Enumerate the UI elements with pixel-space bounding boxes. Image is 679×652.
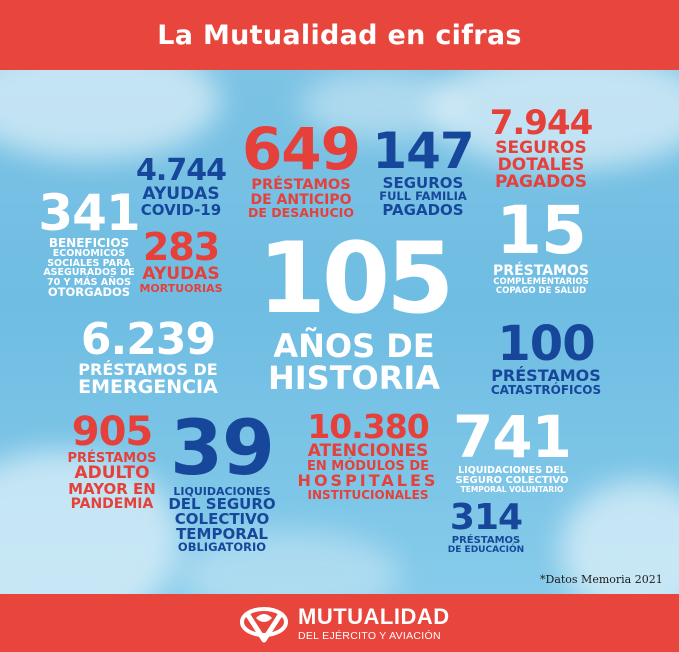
stat-dotales: 7.944 SEGUROS DOTALES PAGADOS	[484, 106, 598, 191]
stat-label: FULL FAMILIA	[379, 189, 467, 203]
stat-label: OTORGADOS	[47, 285, 131, 299]
stat-adulto-mayor: 905 PRÉSTAMOS ADULTO MAYOR EN PANDEMIA	[60, 412, 164, 511]
stat-label: DEL SEGURO	[168, 495, 276, 513]
stat-label: SEGURO COLECTIVO	[455, 474, 569, 486]
stat-number: 147	[372, 122, 474, 180]
brand-logo: MUTUALIDAD DEL EJÉRCITO Y AVIACIÓN	[238, 602, 450, 646]
stat-label: DOTALES	[497, 155, 585, 175]
stat-label: COLECTIVO	[174, 510, 270, 528]
brand-subtitle: DEL EJÉRCITO Y AVIACIÓN	[298, 630, 441, 643]
stat-full-familia: 147 SEGUROS FULL FAMILIA PAGADOS	[366, 126, 480, 218]
stat-number: 39	[170, 403, 275, 492]
footer-bar	[0, 594, 679, 652]
page-title: La Mutualidad en cifras	[157, 19, 522, 51]
stat-number: 341	[38, 184, 140, 242]
stat-label: DE EDUCACIÓN	[447, 545, 525, 555]
stat-label: SOCIALES PARA	[47, 257, 131, 269]
stat-label: ASEGURADOS DE	[43, 267, 135, 278]
stat-atenciones: 10.380 ATENCIONES EN MÓDULOS DE HOSPITAL…	[288, 410, 448, 501]
stat-label: MORTUORIAS	[139, 282, 223, 295]
stat-number: 905	[71, 409, 154, 455]
stat-label: ADULTO	[74, 463, 150, 483]
stat-label: ECONÓMICOS	[52, 248, 126, 259]
stat-emergencia: 6.239 PRÉSTAMOS DE EMERGENCIA	[62, 318, 234, 397]
stat-number: 314	[449, 497, 523, 538]
header-bar: La Mutualidad en cifras	[0, 0, 679, 70]
stat-label: BENEFICIOS	[48, 236, 130, 250]
stat-label: SEGUROS	[382, 174, 464, 192]
stat-catastroficos: 100 PRÉSTAMOS CATASTRÓFICOS	[478, 320, 614, 396]
source-note: *Datos Memoria 2021	[540, 573, 663, 586]
stat-label: DE DESAHUCIO	[248, 204, 354, 220]
stat-number: 741	[452, 403, 572, 471]
stat-label: MAYOR EN	[68, 480, 156, 498]
stat-label: PRÉSTAMOS	[493, 263, 589, 279]
stat-label: OBLIGATORIO	[177, 540, 267, 554]
stat-label: AÑOS DE	[273, 327, 435, 365]
stat-covid: 4.744 AYUDAS COVID-19	[128, 156, 234, 218]
stat-label: PAGADOS	[382, 200, 464, 219]
brand-name: MUTUALIDAD	[298, 604, 450, 630]
stat-label: HISTORIA	[267, 359, 441, 397]
stat-colectivo-voluntario: 741 LIQUIDACIONES DEL SEGURO COLECTIVO T…	[444, 408, 580, 493]
stat-label: EMERGENCIA	[78, 376, 218, 398]
stat-label: DE ANTICIPO	[250, 191, 352, 208]
stat-label: PRÉSTAMOS	[251, 177, 351, 193]
stat-number: 105	[257, 222, 455, 336]
stat-label: PRÉSTAMOS	[451, 535, 521, 546]
stat-number: 7.944	[489, 103, 594, 143]
stat-label: TEMPORAL	[176, 525, 268, 543]
mutualidad-logo-icon	[240, 607, 288, 643]
stat-number: 15	[496, 192, 587, 269]
stat-label: LIQUIDACIONES DEL	[458, 465, 566, 476]
stat-label: CATASTRÓFICOS	[490, 383, 602, 397]
stat-label: EN MÓDULOS DE	[306, 459, 430, 474]
stat-label: ATENCIONES	[307, 441, 429, 461]
stat-anticipo: 649 PRÉSTAMOS DE ANTICIPO DE DESAHUCIO	[232, 120, 370, 219]
stat-label: COPAGO DE SALUD	[495, 285, 587, 296]
stat-label: INSTITUCIONALES	[307, 488, 429, 502]
stat-label: AYUDAS	[142, 264, 220, 284]
stat-label: TEMPORAL VOLUNTARIO	[460, 484, 564, 494]
stat-label: PRÉSTAMOS DE	[78, 360, 218, 379]
stat-label: COMPLEMENTARIOS	[493, 277, 589, 287]
stat-number: 10.380	[307, 407, 429, 446]
sky-background	[0, 70, 679, 594]
stat-complementarios: 15 PRÉSTAMOS COMPLEMENTARIOS COPAGO DE S…	[480, 198, 602, 295]
stat-historia: 105 AÑOS DE HISTORIA	[234, 230, 474, 394]
stat-colectivo-obligatorio: 39 LIQUIDACIONES DEL SEGURO COLECTIVO TE…	[160, 410, 284, 554]
stat-label: COVID-19	[140, 201, 222, 219]
stat-label: AYUDAS	[142, 184, 220, 204]
stat-beneficios: 341 BENEFICIOS ECONÓMICOS SOCIALES PARA …	[26, 188, 152, 299]
stat-label: PAGADOS	[495, 172, 587, 192]
stat-number: 100	[497, 316, 595, 372]
stat-number: 649	[241, 115, 361, 183]
stat-label: PRÉSTAMOS	[67, 451, 157, 466]
stat-number: 6.239	[80, 314, 216, 365]
stat-label: SEGUROS	[495, 138, 587, 158]
stat-label: PRÉSTAMOS	[491, 366, 601, 385]
stat-label: PANDEMIA	[70, 496, 154, 512]
stat-educacion: 314 PRÉSTAMOS DE EDUCACIÓN	[444, 500, 528, 555]
stat-number: 283	[142, 225, 220, 269]
stat-label: 70 Y MÁS AÑOS	[47, 276, 131, 288]
stat-number: 4.744	[136, 153, 227, 188]
stat-label: HOSPITALES	[297, 471, 439, 490]
stat-label: LIQUIDACIONES	[173, 485, 271, 498]
stat-mortuorias: 283 AYUDAS MORTUORIAS	[128, 228, 234, 294]
